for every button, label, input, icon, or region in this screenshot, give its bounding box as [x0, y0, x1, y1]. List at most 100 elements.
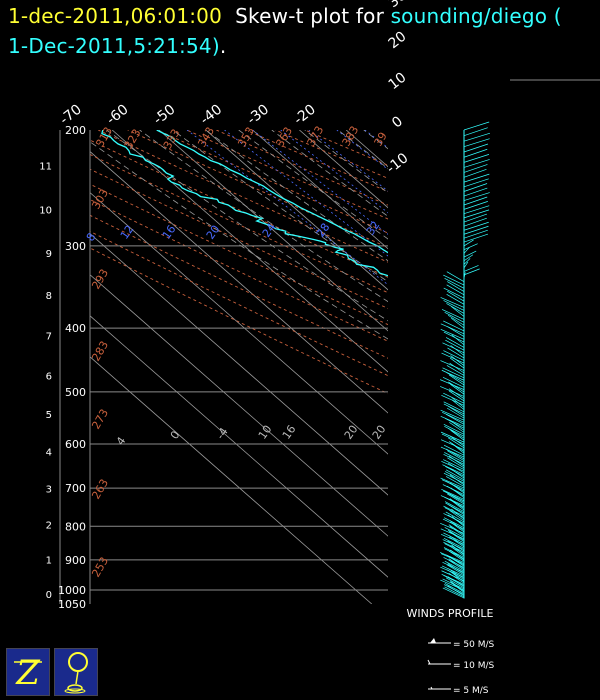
wind-barb [449, 545, 465, 557]
wind-barb [450, 487, 465, 499]
wind-barb [443, 403, 465, 415]
wind-barb [443, 401, 465, 413]
z-logo-button[interactable]: Z [6, 648, 50, 696]
wind-barb [463, 217, 487, 227]
wind-barb [449, 420, 465, 431]
wind-barb [443, 287, 465, 299]
temperature-tick-label: -60 [104, 102, 132, 129]
wind-barb [449, 357, 465, 369]
wind-barb [440, 323, 465, 335]
wind-barb [463, 272, 466, 279]
wind-barb [443, 472, 465, 484]
mixing-ratio-line [280, 130, 388, 214]
wind-barb [444, 583, 465, 594]
wind-barb [443, 392, 465, 404]
wind-barb [448, 555, 465, 567]
sonde-button[interactable] [54, 648, 98, 696]
dry-adiabat-label: 293 [89, 267, 111, 292]
pressure-tick-label: 1050 [58, 598, 86, 611]
wind-barb [443, 300, 465, 311]
wind-barb [446, 303, 465, 314]
wind-barb [444, 471, 465, 482]
height-tick-label: 10 [39, 206, 52, 217]
wind-barb [443, 424, 465, 435]
wind-barb [447, 563, 465, 574]
wind-barb [447, 457, 465, 469]
dry-adiabat-label: 283 [89, 339, 111, 364]
mixing-ratio-line [364, 130, 388, 149]
wind-barb [447, 427, 465, 439]
dry-adiabat-line [98, 130, 388, 263]
dry-adiabat-label: 313 [93, 125, 115, 150]
wind-barb [451, 443, 465, 454]
wind-barb [449, 467, 465, 479]
wind-barb [450, 482, 465, 494]
moist-adiabat-line [238, 130, 388, 240]
pressure-tick-label: 600 [65, 438, 86, 451]
wind-barb [451, 508, 465, 520]
isotherm-line [393, 130, 600, 604]
moist-adiabat-line [205, 130, 388, 262]
wind-barb [450, 499, 465, 511]
wind-barb [441, 488, 465, 500]
wind-barb [463, 229, 488, 239]
mixing-ratio-line [336, 130, 388, 170]
wind-barb [446, 569, 465, 580]
isotherm-line [158, 130, 388, 332]
wind-barb [450, 429, 465, 441]
wind-barb [449, 435, 465, 447]
svg-text:Z: Z [15, 653, 41, 693]
temperature-tick-label: 30 [386, 0, 410, 11]
wind-barb [449, 474, 465, 486]
wind-barb [446, 365, 465, 376]
wind-barb [463, 164, 488, 173]
isotherm-line [205, 130, 388, 291]
wind-barb [446, 271, 465, 282]
wind-barb [440, 416, 465, 427]
wind-barb [463, 168, 487, 178]
wind-barb [448, 381, 465, 393]
wind-barb [443, 459, 465, 470]
wind-barb [448, 455, 465, 467]
wind-barb [463, 254, 474, 262]
wind-barb [450, 571, 465, 583]
mixing-ratio-label: 28 [314, 221, 333, 240]
height-tick-label: 2 [46, 520, 52, 531]
wind-legend-label: = 50 M/S [453, 640, 495, 650]
wind-barb [447, 568, 465, 579]
moist-adiabat-label: 0 [168, 429, 183, 442]
mixing-ratio-line [252, 130, 388, 235]
mixing-ratio-label: 32 [364, 219, 383, 238]
wind-legend-flag [430, 638, 436, 643]
wind-barb [463, 121, 490, 131]
temperature-tick-label: -10 [384, 150, 412, 177]
wind-barb [448, 524, 465, 536]
wind-barb [451, 306, 465, 317]
wind-barb [444, 507, 465, 518]
isotherm-line [487, 130, 600, 604]
isotherm-line [90, 315, 388, 578]
wind-barb [441, 369, 465, 381]
wind-barb [440, 386, 465, 397]
wind-barb [447, 281, 465, 292]
chart-title-line2: 1-Dec-2011,5:21:54). [8, 34, 226, 58]
wind-barb [449, 510, 465, 521]
winds-profile-label: WINDS PROFILE [407, 607, 494, 620]
z-logo-icon: Z [14, 653, 42, 693]
wind-barb [463, 250, 477, 258]
wind-barb [450, 549, 465, 561]
wind-barb [463, 201, 488, 210]
title-source: sounding/diego ( [390, 4, 562, 28]
title-end: . [219, 34, 227, 58]
height-tick-label: 7 [46, 332, 52, 343]
wind-barb [463, 187, 488, 197]
wind-barb [443, 320, 465, 332]
wind-barb [448, 388, 465, 399]
chart-title-line1: 1-dec-2011,06:01:00 Skew-t plot for soun… [8, 4, 562, 28]
wind-barb [449, 498, 465, 509]
wind-barb [447, 540, 465, 552]
dry-adiabat-label: 273 [89, 407, 111, 432]
moist-adiabat-label: -4 [214, 425, 231, 441]
wind-barb [463, 138, 490, 147]
pressure-tick-label: 1000 [58, 584, 86, 597]
